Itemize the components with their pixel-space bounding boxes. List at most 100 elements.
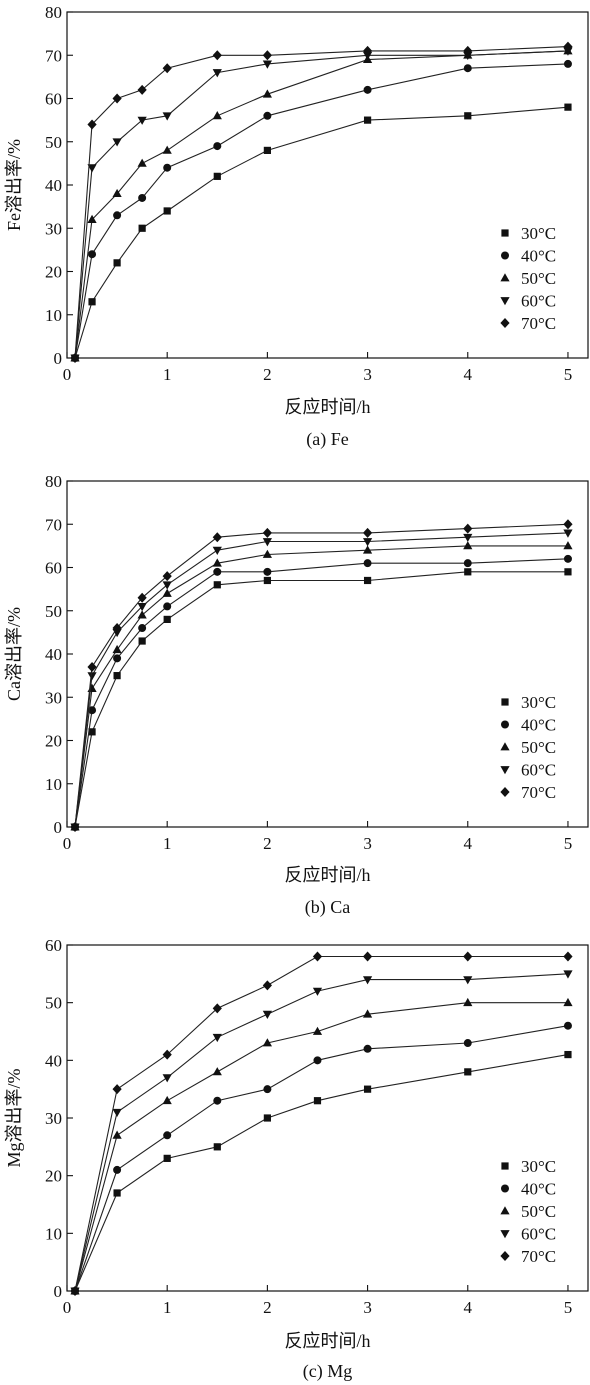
series-line	[74, 523, 569, 828]
data-point	[138, 637, 146, 645]
x-tick-label: 0	[63, 1298, 72, 1317]
data-point	[88, 728, 96, 736]
y-tick-label: 30	[45, 688, 62, 707]
data-point	[463, 951, 473, 962]
y-tick-label: 40	[45, 176, 62, 195]
y-tick-label: 0	[54, 1282, 63, 1301]
data-point	[213, 1143, 221, 1151]
data-point	[113, 1189, 121, 1197]
data-point	[212, 546, 222, 555]
data-point	[163, 163, 172, 172]
chart-caption: (a) Fe	[306, 429, 348, 450]
data-point	[163, 207, 171, 215]
legend-label: 40°C	[521, 716, 556, 735]
series-line	[74, 973, 569, 1292]
data-point	[262, 527, 272, 538]
y-tick-label: 20	[45, 732, 62, 751]
data-point	[262, 1038, 272, 1047]
data-point	[212, 1003, 222, 1014]
x-tick-label: 2	[263, 834, 272, 853]
x-tick-label: 5	[564, 365, 573, 384]
data-point	[463, 559, 472, 568]
data-point	[138, 193, 147, 202]
series-line	[74, 106, 569, 359]
data-point	[87, 672, 97, 681]
y-tick-label: 70	[45, 46, 62, 65]
x-tick-label: 2	[263, 1298, 272, 1317]
legend-marker	[501, 251, 509, 260]
data-point	[113, 211, 122, 220]
data-point	[463, 523, 473, 534]
data-point	[163, 602, 172, 611]
x-tick-label: 3	[363, 365, 372, 384]
data-point	[70, 1286, 80, 1296]
x-tick-label: 1	[163, 365, 172, 384]
data-point	[262, 60, 272, 69]
data-point	[162, 112, 172, 121]
data-point	[162, 1074, 172, 1083]
data-point	[70, 822, 80, 832]
legend-marker	[500, 1230, 510, 1239]
data-point	[263, 567, 272, 576]
chart-panel: 0 1 2 3 4 5 10 20 30 40 50 60 70 80 0 30°C 40°C 50°C 60°C 7…	[4, 3, 589, 450]
y-tick-label: 60	[45, 559, 62, 578]
data-point	[564, 103, 572, 111]
legend-label: 30°C	[521, 693, 556, 712]
y-tick-label: 20	[45, 263, 62, 282]
data-point	[362, 976, 373, 985]
data-point	[362, 951, 373, 962]
data-point	[262, 50, 272, 61]
data-point	[312, 987, 323, 996]
x-axis-title: 反应时间/h	[284, 397, 370, 417]
data-point	[362, 45, 373, 56]
data-point	[213, 581, 221, 589]
legend-label: 70°C	[521, 783, 556, 802]
chart-caption: (b) Ca	[305, 897, 350, 918]
data-point	[312, 1026, 323, 1035]
y-tick-label: 10	[45, 1224, 62, 1243]
legend-marker	[501, 698, 509, 706]
data-point	[563, 529, 573, 538]
data-point	[363, 116, 372, 124]
data-point	[464, 568, 472, 576]
y-tick-label: 50	[45, 994, 62, 1013]
data-point	[112, 1084, 122, 1095]
y-axis-title: Mg溶出率/%	[4, 1068, 24, 1167]
data-point	[162, 63, 172, 74]
data-point	[212, 1033, 222, 1043]
data-point	[563, 47, 573, 56]
data-point	[563, 997, 573, 1007]
data-point	[463, 541, 473, 550]
legend-label: 50°C	[521, 738, 556, 757]
data-point	[212, 558, 222, 567]
y-axis-title: Ca溶出率/%	[4, 607, 24, 701]
plot-frame	[66, 11, 589, 359]
data-point	[363, 1044, 372, 1053]
y-tick-label: 10	[45, 775, 62, 794]
data-point	[138, 224, 146, 232]
y-tick-label: 30	[45, 219, 62, 238]
legend-label: 30°C	[521, 1157, 556, 1176]
plot-frame	[66, 944, 589, 1292]
data-point	[262, 89, 272, 98]
data-point	[263, 1085, 272, 1094]
y-tick-label: 60	[45, 90, 62, 109]
data-point	[463, 1039, 472, 1048]
data-point	[163, 1154, 171, 1162]
data-point	[362, 545, 373, 554]
data-point	[262, 1010, 272, 1019]
series-line	[74, 545, 568, 828]
data-point	[162, 145, 172, 154]
data-point	[362, 51, 373, 61]
data-point	[363, 576, 372, 585]
data-point	[87, 683, 97, 692]
data-point	[262, 549, 272, 558]
y-tick-label: 20	[45, 1167, 62, 1186]
x-tick-label: 1	[163, 834, 172, 853]
y-tick-label: 80	[45, 3, 62, 22]
chart-caption: (c) Mg	[303, 1361, 352, 1382]
data-point	[163, 1131, 172, 1140]
x-tick-label: 5	[564, 834, 573, 853]
series-line	[74, 50, 569, 359]
